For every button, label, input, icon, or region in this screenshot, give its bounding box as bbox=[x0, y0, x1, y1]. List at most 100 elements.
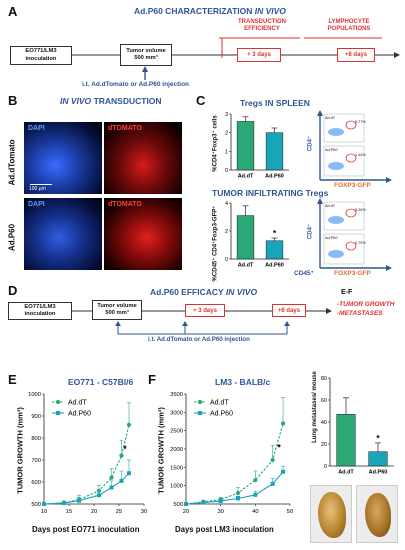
plus8-box-a: +8 days bbox=[337, 48, 375, 62]
series-line-1 bbox=[43, 472, 130, 505]
outcome-tumor-growth: -TUMOR GROWTH bbox=[337, 301, 395, 308]
ef-label: E-F bbox=[341, 289, 353, 296]
data-point bbox=[235, 490, 241, 496]
panel-d-label: D bbox=[8, 283, 18, 298]
inoculation-box-a: EO771/LM3 inoculation bbox=[10, 46, 72, 65]
row-label-adp60: Ad.P60 bbox=[7, 223, 17, 252]
flow-value-1: 5.77% bbox=[355, 120, 366, 124]
plus3-text-d: + 3 days bbox=[193, 307, 217, 314]
x-tick-label: Ad.dT bbox=[238, 263, 254, 269]
y-tick-label: 40 bbox=[321, 420, 327, 426]
panel-b-label: B bbox=[8, 93, 18, 108]
flow-addt-small-1: Ad.dT bbox=[325, 116, 336, 120]
panel-b-title-rest: TRANSDUCTION bbox=[93, 96, 162, 106]
panel-a-title-italic: IN VIVO bbox=[254, 6, 286, 16]
dapi-label-2: DAPI bbox=[28, 201, 45, 208]
y-tick-label: 1000 bbox=[28, 392, 41, 398]
y-tick-label: 0 bbox=[225, 257, 228, 263]
panel-f-label: F bbox=[148, 372, 156, 387]
y-tick-label: 800 bbox=[31, 436, 41, 442]
bar-addt bbox=[236, 121, 255, 171]
data-point bbox=[270, 457, 275, 463]
dapi-label-1: DAPI bbox=[28, 125, 45, 132]
data-point bbox=[77, 498, 81, 503]
plus3-box-a: + 3 days bbox=[237, 48, 281, 62]
plus3-box-d: + 3 days bbox=[185, 304, 225, 317]
bar-adp60 bbox=[265, 240, 284, 260]
bar-adp60 bbox=[265, 132, 284, 171]
significance-star: * bbox=[376, 433, 380, 443]
y-tick-label: 60 bbox=[321, 398, 327, 404]
inoculation-text-d: EO771/LM3 inoculation bbox=[24, 303, 56, 317]
dtomato-image-addtomato: dTOMATO bbox=[104, 122, 182, 194]
inoculation-box-d: EO771/LM3 inoculation bbox=[8, 302, 72, 320]
panel-f-xlabel: Days post LM3 inoculation bbox=[175, 525, 274, 534]
y-tick-label: 2 bbox=[225, 131, 228, 137]
eo771-growth-chart: 500 600 700 800 900 1000 10 15 20 25 30 Ad.dT Ad.P60… bbox=[28, 392, 147, 515]
y-tick-label: 3500 bbox=[170, 392, 183, 398]
transduction-efficiency-label: TRANSDUCTION EFFICIENCY bbox=[238, 19, 286, 33]
lung-shape-2 bbox=[365, 493, 391, 537]
y-tick-label: 500 bbox=[173, 502, 183, 508]
legend-label-2: Ad.P60 bbox=[68, 411, 91, 418]
tumor-volume-line2-a: 500 mm³ bbox=[134, 55, 158, 61]
injection-text-d: i.t. Ad.dTomato or Ad.P60 injection bbox=[148, 336, 250, 343]
lung-shape-1 bbox=[318, 492, 346, 538]
panel-f-title: LM3 - BALB/c bbox=[215, 377, 271, 387]
panel-d-title-italic: IN VIVO bbox=[225, 287, 258, 297]
panel-c-tregs-title: Tregs IN SPLEEN bbox=[240, 98, 310, 108]
tumor-volume-line1-a: Tumor volume bbox=[126, 47, 166, 54]
data-point bbox=[270, 481, 275, 486]
data-point bbox=[119, 453, 124, 458]
y-tick-label: 0 bbox=[225, 168, 228, 174]
significance-star: * bbox=[123, 444, 127, 454]
x-tick-label: Ad.dT bbox=[238, 174, 254, 180]
flow-value-3: 5.26% bbox=[355, 208, 366, 212]
flow-adp60-small-1: Ad.P60 bbox=[325, 148, 338, 152]
flow-value-2: 1.44% bbox=[355, 153, 366, 157]
y-tick-label: 1000 bbox=[170, 484, 183, 490]
flow-plots-spleen bbox=[317, 110, 392, 183]
x-tick-label: 20 bbox=[183, 509, 189, 515]
outcome-metastases: -METASTASES bbox=[337, 310, 383, 317]
panel-b-title: IN VIVO TRANSDUCTION bbox=[60, 96, 162, 106]
series-line-0 bbox=[43, 424, 130, 505]
x-tick-label: 15 bbox=[66, 509, 72, 515]
dtomato-label-2: dTOMATO bbox=[108, 201, 142, 208]
dtomato-image-adp60: dTOMATO bbox=[104, 198, 182, 270]
flow-plots-tumor bbox=[317, 198, 392, 271]
x-tick-label: 40 bbox=[252, 509, 258, 515]
infiltrating-tregs-bar-chart: 0 2 4 Ad.dT Ad.P60 * bbox=[225, 201, 289, 269]
plus6-text-d: +6 days bbox=[277, 307, 301, 314]
flow-value-4: 0.79% bbox=[355, 241, 366, 245]
legend-label-2: Ad.P60 bbox=[210, 411, 233, 418]
legend-label-1: Ad.dT bbox=[68, 400, 87, 407]
panel-a-label: A bbox=[8, 4, 18, 19]
x-tick-label: Ad.P60 bbox=[265, 263, 284, 269]
dapi-image-addtomato: DAPI 100 µm bbox=[24, 122, 102, 194]
legend-marker-2 bbox=[56, 411, 60, 415]
data-point bbox=[97, 493, 101, 498]
data-point bbox=[62, 500, 66, 505]
tumor-volume-line1-d: Tumor volume bbox=[97, 302, 137, 309]
x-tick-label: 20 bbox=[91, 509, 97, 515]
panel-e-xlabel: Days post EO771 inoculation bbox=[32, 525, 140, 534]
row-label-addtomato: Ad.dTomato bbox=[7, 139, 17, 186]
bar-adp60 bbox=[368, 451, 388, 467]
y-tick-label: 2000 bbox=[170, 447, 183, 453]
x-tick-label: 30 bbox=[217, 509, 223, 515]
x-tick-label: 50 bbox=[287, 509, 293, 515]
x-tick-label: Ad.dT bbox=[338, 470, 354, 476]
lung-photo-addt bbox=[310, 485, 352, 543]
bar-addt bbox=[336, 414, 356, 467]
data-point bbox=[253, 478, 258, 483]
data-point bbox=[236, 496, 240, 501]
significance-star: * bbox=[277, 443, 281, 453]
tumor-volume-box-d: Tumor volume 500 mm³ bbox=[92, 300, 142, 320]
x-tick-label: 25 bbox=[116, 509, 122, 515]
y-tick-label: 1500 bbox=[170, 465, 183, 471]
lung-metastases-bar-chart: 0 20 40 60 80 Ad.dT Ad.P60 * bbox=[321, 376, 394, 476]
data-point bbox=[253, 492, 258, 497]
y-tick-label: 500 bbox=[31, 502, 41, 508]
cd4-axis-label-2: CD4⁺ bbox=[307, 223, 314, 240]
